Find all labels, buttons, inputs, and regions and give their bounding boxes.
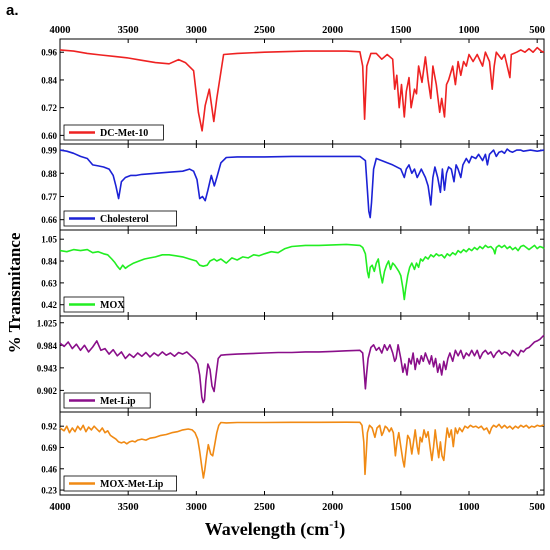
x-tick-label-bottom: 3000	[186, 502, 207, 513]
panel-letter: a.	[6, 2, 19, 19]
x-tick-label-bottom: 1000	[459, 502, 480, 513]
legend-label: Cholesterol	[100, 214, 149, 225]
y-tick-label: 1.05	[41, 235, 57, 245]
legend-box	[63, 475, 177, 492]
y-tick-label: 0.42	[41, 300, 57, 310]
x-tick-label-top: 500	[529, 25, 545, 36]
series-line-dc-met-10	[59, 46, 545, 132]
y-tick-label: 0.84	[41, 257, 57, 267]
panel-frame	[59, 229, 545, 317]
legend-box	[63, 124, 164, 141]
y-tick-label: 0.63	[41, 278, 57, 288]
legend-label: Met-Lip	[100, 396, 136, 407]
y-tick-label: 0.96	[41, 48, 57, 58]
series-line-mox	[59, 243, 545, 301]
y-tick-label: 0.72	[41, 103, 57, 113]
series-line-cholesterol	[59, 148, 545, 219]
x-tick-label-bottom: 1500	[390, 502, 411, 513]
y-tick-label: 0.60	[41, 131, 57, 141]
y-tick-label: 0.92	[41, 422, 57, 432]
series-line-mox-met-lip	[59, 421, 544, 479]
x-axis-title-text: Wavelength (cm-1)	[204, 517, 346, 539]
x-tick-label-top: 3000	[186, 25, 207, 36]
y-tick-label: 0.88	[41, 169, 57, 179]
y-tick-label: 0.984	[37, 341, 58, 351]
x-tick-label-top: 2500	[254, 25, 275, 36]
legend-label: MOX-Met-Lip	[100, 479, 164, 490]
legend-label: MOX	[100, 300, 125, 311]
x-axis-title-exponent: -1	[329, 517, 340, 531]
y-tick-label: 1.025	[37, 318, 58, 328]
y-tick-label: 0.69	[41, 443, 57, 453]
x-tick-label-top: 2000	[322, 25, 343, 36]
x-tick-label-bottom: 2500	[254, 502, 275, 513]
x-tick-label-top: 3500	[118, 25, 139, 36]
x-tick-label-bottom: 2000	[322, 502, 343, 513]
y-tick-label: 0.84	[41, 75, 57, 85]
y-tick-label: 0.943	[37, 363, 58, 373]
panel-frame	[59, 411, 545, 496]
y-tick-label: 0.77	[41, 192, 57, 202]
x-tick-label-bottom: 3500	[118, 502, 139, 513]
x-tick-label-top: 1000	[459, 25, 480, 36]
x-tick-label-top: 1500	[390, 25, 411, 36]
x-tick-label-top: 4000	[50, 25, 71, 36]
x-tick-label-bottom: 500	[529, 502, 545, 513]
y-tick-label: 0.902	[37, 386, 58, 396]
y-tick-label: 0.99	[41, 146, 57, 156]
x-axis-title: Wavelength (cm-1)	[0, 517, 550, 540]
legend-label: DC-Met-10	[100, 128, 148, 139]
y-tick-label: 0.23	[41, 486, 57, 496]
legend-box	[63, 210, 177, 227]
y-tick-label: 0.46	[41, 464, 57, 474]
x-tick-label-bottom: 4000	[50, 502, 71, 513]
y-tick-label: 0.66	[41, 215, 57, 225]
legend-box	[63, 392, 151, 409]
series-line-met-lip	[59, 334, 545, 404]
